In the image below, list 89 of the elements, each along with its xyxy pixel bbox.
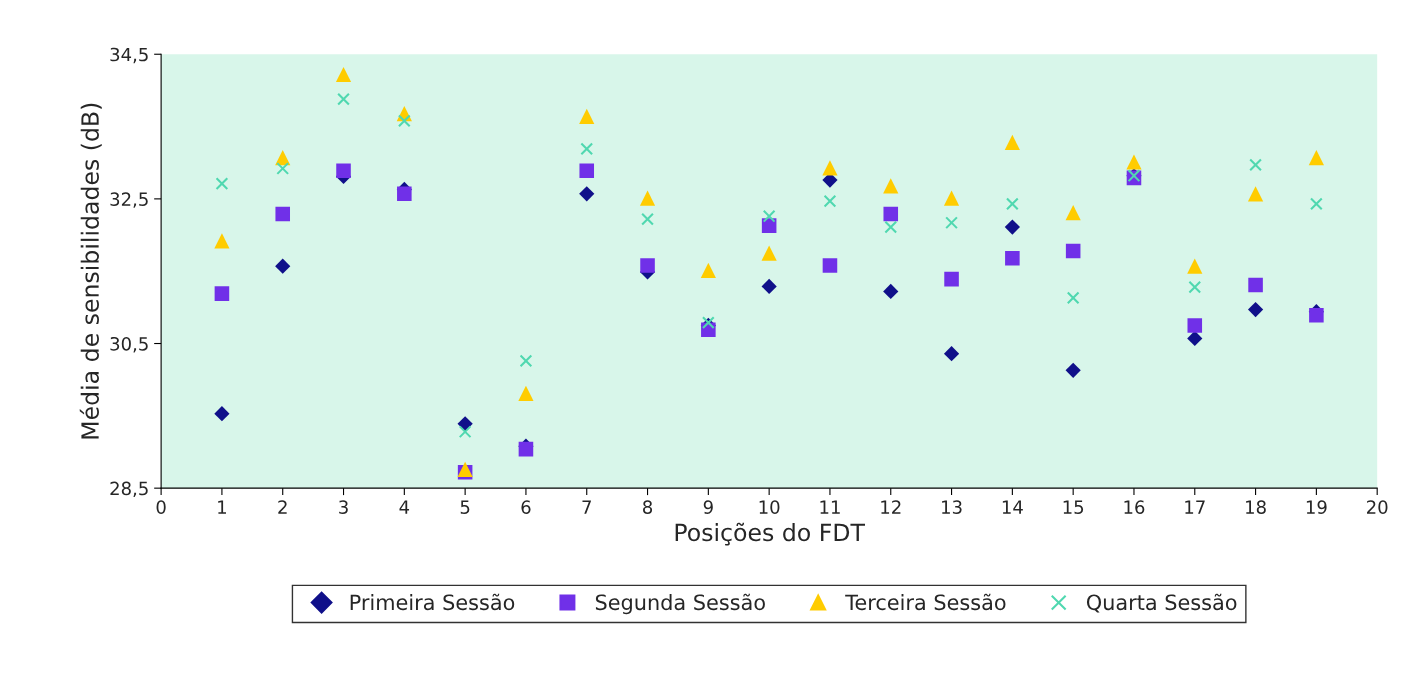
x-tick-label: 3 [339,500,348,514]
x-tick-label: 17 [1185,500,1205,514]
point [945,216,958,230]
point [1066,291,1080,305]
point [458,425,472,439]
point [1187,258,1203,274]
y-tick-label: 30,5 [110,336,148,353]
x-tick-label: 9 [703,500,713,514]
x-tick-label: 16 [1124,500,1145,514]
point [1188,280,1202,294]
point [1126,154,1142,170]
x-axis-title: Posições do FDT [675,522,865,546]
x-tick-label: 13 [942,500,962,514]
point [275,258,291,274]
point [1005,250,1020,266]
point [944,271,959,287]
point [1187,318,1203,333]
point [1247,186,1264,202]
point [884,220,898,234]
x-tick-label: 2 [278,500,287,514]
point [519,354,533,368]
point [823,194,837,208]
point [1065,243,1081,259]
x-tick-label: 6 [521,500,531,514]
point [579,163,595,178]
point [822,160,838,176]
point [397,114,411,128]
x-tick-label: 10 [759,500,780,514]
x-tick-label: 0 [156,500,166,514]
point [1249,158,1262,172]
point [883,178,899,194]
point [943,346,960,362]
point [883,283,899,300]
point [1005,197,1019,211]
point [761,245,777,261]
point [214,406,230,422]
x-tick-label: 7 [582,500,591,514]
point [1309,308,1324,323]
point [822,258,838,273]
point [579,186,595,202]
x-tick-label: 11 [820,500,840,514]
point [640,258,655,273]
point [641,212,654,226]
point [639,190,656,206]
legend-label: Quarta Sessão [1086,593,1237,613]
point [397,186,412,202]
point [1065,205,1081,221]
x-tick-label: 15 [1063,500,1084,514]
point [1065,362,1081,378]
point [335,66,352,83]
point [214,233,230,249]
point [883,206,899,222]
x-tick-label: 4 [399,500,410,514]
point [1004,219,1020,235]
x-tick-label: 1 [218,500,226,514]
point [579,108,595,125]
point [700,262,716,279]
point [1308,150,1324,166]
legend-label: Primeira Sessão [350,593,515,611]
point [1309,197,1323,211]
x-tick-label: 18 [1246,500,1266,514]
legend-label: Segunda Sessão [595,593,765,615]
point [215,177,229,191]
point [761,278,777,294]
y-axis-title: Média de sensibilidades (dB) [79,103,102,439]
y-tick-label: 34,5 [110,47,148,64]
point [1187,330,1203,347]
point [1004,134,1020,151]
x-tick-label: 5 [460,500,470,514]
point [214,286,230,301]
x-tick-label: 12 [881,500,901,514]
x-tick-label: 19 [1306,500,1327,514]
point [943,190,960,206]
point [336,163,351,178]
point [580,142,594,156]
x-tick-label: 20 [1367,500,1388,514]
legend-label: Terceira Sessão [845,593,1006,611]
point [276,162,290,175]
point [1247,301,1264,318]
point [1248,277,1263,293]
x-tick-label: 14 [1002,500,1023,514]
point [275,206,291,222]
point [701,316,715,329]
y-tick-label: 28,5 [110,481,148,498]
point [518,385,534,402]
point [337,92,350,106]
y-tick-label: 32,5 [110,192,148,208]
point [762,209,776,223]
x-tick-label: 8 [643,500,653,514]
